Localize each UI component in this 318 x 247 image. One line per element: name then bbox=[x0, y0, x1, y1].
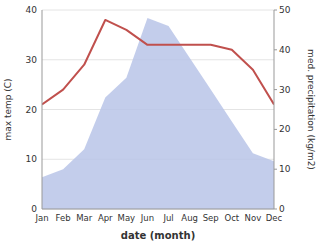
y-tick-label: 10 bbox=[26, 154, 38, 164]
grid-line bbox=[42, 209, 274, 210]
y2-tick bbox=[274, 169, 277, 170]
plot-area bbox=[42, 18, 274, 209]
y2-axis-line bbox=[274, 10, 275, 209]
x-axis-label: date (month) bbox=[121, 230, 195, 241]
y2-tick bbox=[274, 89, 277, 90]
x-tick-label: Dec bbox=[266, 213, 283, 223]
y-tick-label: 30 bbox=[26, 55, 38, 65]
x-tick-label: Jun bbox=[140, 213, 154, 223]
x-tick-label: Nov bbox=[245, 213, 262, 223]
x-tick-label: Sep bbox=[203, 213, 219, 223]
y-axis-label: max temp (C) bbox=[3, 78, 13, 140]
y2-tick bbox=[274, 129, 277, 130]
y2-tick bbox=[274, 49, 277, 50]
grid-line bbox=[42, 10, 274, 11]
y-tick-label: 20 bbox=[26, 105, 38, 115]
x-axis-line bbox=[42, 209, 274, 210]
axes: 01020304001020304050JanFebMarAprMayJunJu… bbox=[26, 5, 291, 223]
y2-tick-label: 50 bbox=[279, 5, 291, 15]
x-tick-label: Feb bbox=[56, 213, 71, 223]
x-tick-label: Apr bbox=[98, 213, 113, 223]
area bbox=[42, 18, 274, 209]
y2-tick bbox=[274, 209, 277, 210]
x-tick-label: May bbox=[118, 213, 136, 223]
page: {"chart_data": {"type": "line", "categor… bbox=[0, 0, 318, 247]
chart: 01020304001020304050JanFebMarAprMayJunJu… bbox=[0, 0, 318, 247]
x-tick-label: Oct bbox=[224, 213, 239, 223]
line bbox=[42, 20, 274, 105]
y2-tick-label: 10 bbox=[279, 164, 291, 174]
x-tick-label: Aug bbox=[181, 213, 198, 223]
y2-axis-label: med. precipitation (kg/m2) bbox=[306, 49, 316, 170]
y2-tick-label: 20 bbox=[279, 124, 291, 134]
grid bbox=[42, 10, 274, 209]
y2-tick bbox=[274, 10, 277, 11]
x-tick-label: Mar bbox=[76, 213, 93, 223]
y2-tick-label: 40 bbox=[279, 45, 291, 55]
y-axis-line bbox=[42, 10, 43, 209]
y2-tick-label: 30 bbox=[279, 85, 291, 95]
y-tick-label: 40 bbox=[26, 5, 38, 15]
x-tick-label: Jul bbox=[162, 213, 173, 223]
x-tick-label: Jan bbox=[34, 213, 48, 223]
